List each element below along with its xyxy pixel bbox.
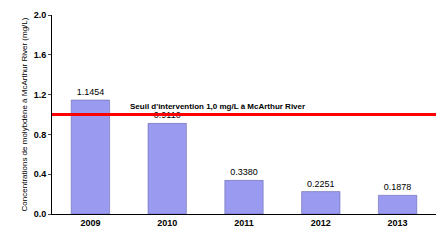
svg-text:0.8: 0.8 [34,130,47,140]
svg-text:Concentrations de molybdène à: Concentrations de molybdène à McArthur R… [20,17,29,211]
svg-text:1.6: 1.6 [34,50,47,60]
svg-text:1.2: 1.2 [34,90,47,100]
svg-text:0.3380: 0.3380 [230,167,258,177]
svg-text:2011: 2011 [234,218,254,228]
svg-text:0.2251: 0.2251 [307,179,335,189]
svg-text:2012: 2012 [311,218,331,228]
svg-text:0.4: 0.4 [34,169,47,179]
svg-text:Seuil d'intervention 1,0 mg/L: Seuil d'intervention 1,0 mg/L à McArthur… [130,102,305,111]
svg-text:0.9110: 0.9110 [154,110,181,120]
svg-text:2009: 2009 [80,218,100,228]
svg-text:0.1878: 0.1878 [384,182,412,192]
svg-text:0.0: 0.0 [34,209,47,219]
svg-text:2010: 2010 [157,218,177,228]
svg-text:2013: 2013 [388,218,408,228]
svg-text:2.0: 2.0 [34,10,47,20]
svg-text:1.1454: 1.1454 [77,87,105,97]
